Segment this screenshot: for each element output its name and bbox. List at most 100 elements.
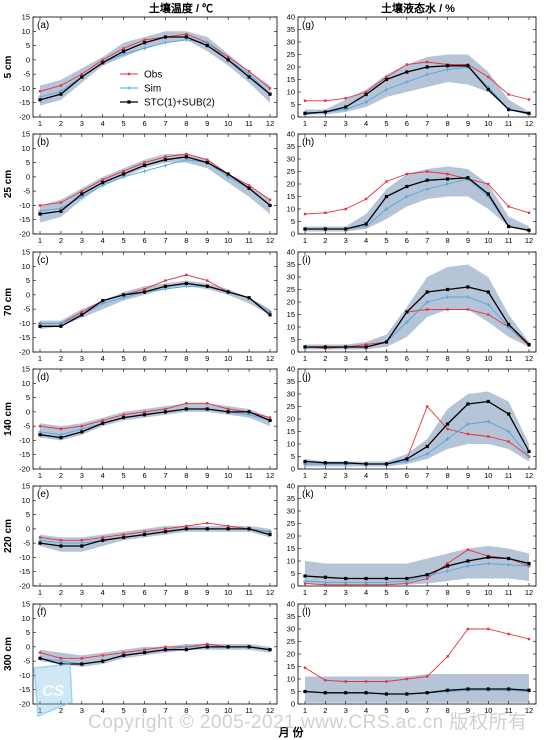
y-tick-label: 35: [287, 142, 295, 151]
x-tick-label: 12: [525, 706, 533, 715]
x-tick-label: 11: [505, 236, 513, 245]
data-point: [38, 433, 42, 437]
y-tick-label: 10: [22, 614, 30, 623]
x-tick-label: 2: [59, 236, 63, 245]
data-point: [303, 579, 307, 583]
data-point: [364, 343, 368, 346]
y-tick-label: 35: [287, 494, 295, 503]
data-point: [527, 111, 531, 115]
data-point: [487, 182, 490, 186]
data-point: [38, 541, 42, 545]
x-tick-label: 7: [163, 706, 167, 715]
data-point: [384, 194, 389, 199]
x-tick-label: 3: [80, 588, 84, 597]
series-stc-1-sub-2-: [303, 555, 531, 581]
data-point: [445, 67, 450, 72]
data-point: [384, 207, 389, 211]
x-tick-label: 2: [323, 471, 327, 480]
data-point: [324, 211, 327, 214]
data-point: [303, 227, 307, 231]
data-point: [122, 415, 126, 420]
y-tick-label: 0: [291, 230, 295, 239]
watermark-logo: CS: [33, 663, 73, 718]
panel-label: (c): [37, 255, 49, 266]
plot-frame: [32, 485, 278, 587]
data-point: [205, 160, 209, 165]
panel-label: (a): [37, 20, 49, 31]
data-point: [247, 527, 251, 531]
data-point: [405, 310, 409, 314]
x-tick-label: 1: [38, 236, 42, 245]
x-tick-label: 3: [80, 119, 84, 128]
y-tick-label: -15: [19, 98, 30, 107]
data-point: [122, 293, 126, 297]
data-point: [226, 527, 230, 531]
data-point: [486, 302, 491, 307]
x-tick-label: 9: [205, 588, 209, 597]
x-tick-label: 11: [245, 354, 253, 363]
x-tick-label: 7: [425, 588, 429, 597]
x-tick-label: 6: [142, 236, 146, 245]
data-point: [486, 290, 490, 294]
x-tick-label: 2: [323, 236, 327, 245]
data-point: [122, 172, 126, 176]
data-point: [384, 340, 389, 344]
y-tick-label: 0: [26, 172, 30, 181]
series-line: [304, 549, 530, 586]
legend-marker: [127, 86, 131, 90]
data-point: [466, 548, 470, 551]
data-point: [487, 435, 490, 438]
depth-label: 5 cm: [3, 55, 14, 78]
right-column-title: 土壤液态水 / %: [381, 1, 455, 15]
data-point: [164, 155, 167, 159]
series-stc-1-sub-2-: [38, 35, 272, 102]
y-tick-label: -5: [23, 187, 30, 196]
data-point: [247, 645, 251, 649]
legend-marker: [127, 100, 131, 104]
data-point: [344, 691, 348, 695]
data-point: [364, 90, 368, 94]
x-tick-label: 7: [425, 354, 429, 363]
data-point: [364, 100, 369, 104]
data-point: [507, 440, 510, 443]
x-tick-label: 1: [38, 588, 42, 597]
y-tick-label: 15: [287, 427, 295, 436]
data-point: [185, 32, 188, 36]
y-tick-label: 0: [291, 582, 295, 591]
x-tick-label: 10: [224, 588, 232, 597]
data-point: [268, 198, 272, 201]
y-tick-label: 30: [287, 273, 295, 282]
data-point: [527, 449, 531, 454]
y-tick-label: -15: [19, 450, 30, 459]
data-point: [425, 300, 430, 304]
data-point: [507, 632, 510, 636]
data-point: [486, 419, 491, 424]
data-point: [247, 184, 251, 187]
data-point: [425, 405, 429, 408]
data-point: [185, 402, 188, 405]
data-point: [445, 564, 450, 568]
y-tick-label: 35: [287, 377, 295, 386]
data-point: [38, 424, 42, 428]
y-tick-label: 30: [287, 507, 295, 516]
data-point: [466, 559, 470, 563]
data-point: [59, 657, 63, 660]
panel-label: (l): [302, 607, 311, 618]
y-tick-label: 15: [287, 544, 295, 553]
data-point: [527, 561, 531, 566]
data-point: [185, 152, 188, 156]
x-tick-label: 6: [405, 588, 409, 597]
x-tick-label: 5: [122, 236, 126, 245]
y-tick-label: 30: [287, 38, 295, 47]
y-tick-label: 10: [287, 205, 295, 214]
data-point: [323, 461, 327, 465]
data-point: [122, 651, 125, 654]
data-point: [323, 110, 327, 114]
data-point: [425, 178, 429, 182]
data-point: [142, 532, 147, 537]
